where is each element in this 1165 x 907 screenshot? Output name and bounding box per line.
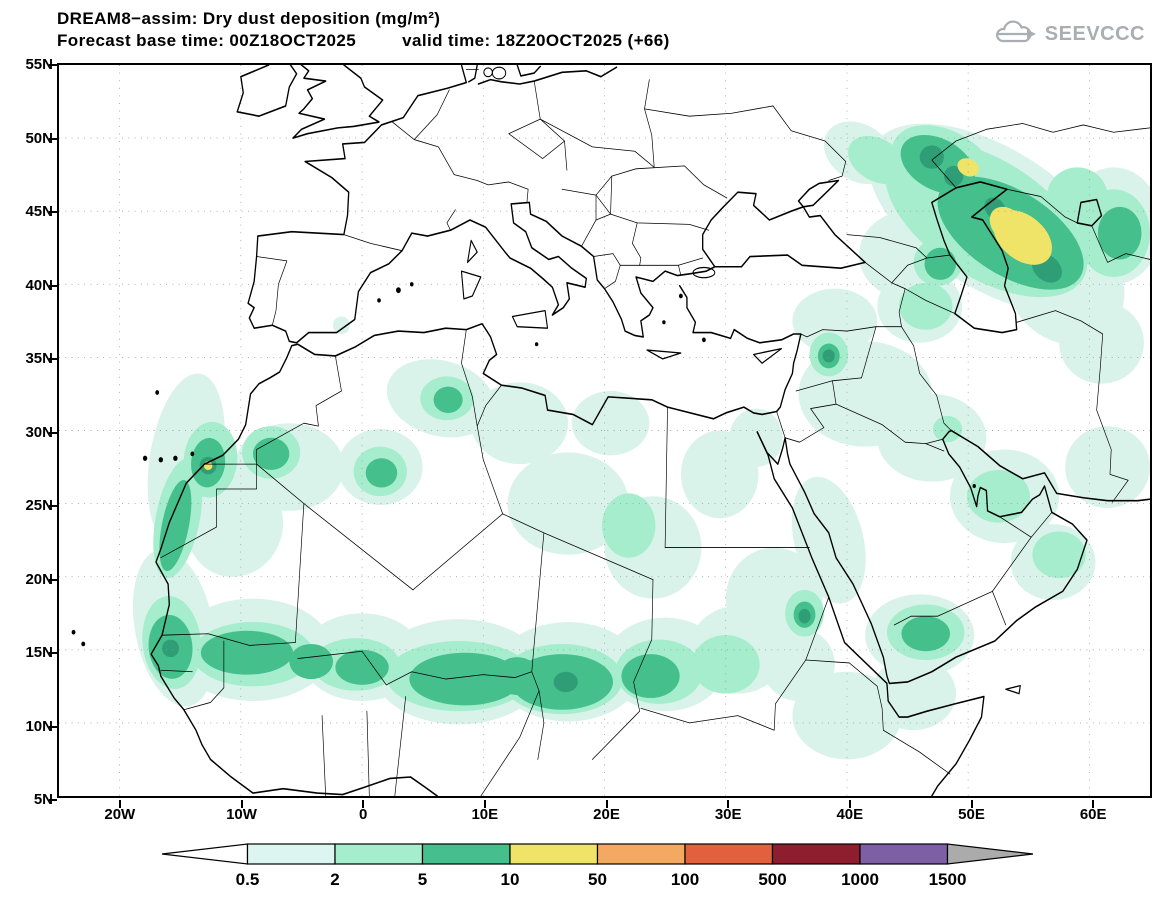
colorbar-below-arrow: [161, 843, 249, 865]
lon-tick-label: 20W: [104, 806, 136, 823]
lat-tick-mark: [49, 137, 57, 140]
lon-tick-mark: [970, 800, 973, 808]
coast-sardinia: [460, 270, 482, 300]
coastlines: [150, 65, 1150, 796]
lon-tick-label: 20E: [593, 806, 620, 823]
lat-tick-mark: [49, 652, 57, 654]
colorbar-label: 500: [758, 870, 787, 889]
colorbar-label: 0.5: [235, 870, 260, 889]
coast-arabia: [756, 429, 1088, 685]
lat-tick-mark: [49, 431, 57, 434]
coast-funen: [483, 67, 493, 78]
lat-tick-mark: [49, 799, 57, 801]
colorbar-segment: [771, 843, 861, 865]
coast-cyprus: [753, 347, 783, 364]
lat-tick-label: 30N: [25, 423, 53, 441]
lat-tick-mark: [49, 358, 57, 360]
lat-tick-label: 20N: [25, 570, 53, 588]
colorbar-label: 1000: [841, 870, 879, 889]
dust-shading-level3-cores: [162, 145, 1062, 693]
coast-corsica: [466, 239, 478, 264]
colorbar-segment: [859, 843, 949, 865]
colorbar-segment: [684, 843, 774, 865]
coast-socotra: [1005, 684, 1021, 695]
plot-title: DREAM8−assim: Dry dust deposition (mg/m²…: [57, 9, 441, 28]
forecast-map: [59, 65, 1150, 796]
colorbar-label: 100: [670, 870, 700, 889]
lon-tick-label: 60E: [1079, 806, 1107, 823]
coast-sweden-tip: [516, 65, 541, 77]
lat-tick-label: 40N: [25, 276, 53, 294]
lat-tick-mark: [49, 211, 57, 213]
coast-baltic-south: [477, 66, 618, 85]
colorbar-segment: [334, 843, 424, 865]
lat-tick-mark: [49, 505, 57, 507]
coast-turkey-africa: [150, 284, 802, 796]
forecast-base-time: Forecast base time: 00Z18OCT2025: [57, 31, 357, 50]
coast-redsea-horn: [756, 431, 985, 796]
colorbar-label: 5: [417, 870, 428, 889]
dust-shading-level4: [203, 158, 1052, 470]
country-borders: [160, 68, 1150, 796]
colorbar-bar: [161, 843, 1034, 865]
lat-tick-label: 50N: [25, 129, 53, 147]
colorbar-label: 10: [500, 870, 520, 889]
coast-black-sea: [702, 191, 866, 270]
coast-sicily: [511, 309, 549, 329]
lat-tick-label: 35N: [25, 350, 53, 367]
lat-tick-mark: [49, 578, 57, 581]
seevccc-logo: SEEVCCC: [994, 20, 1145, 48]
coast-aral-sea: [1076, 198, 1103, 227]
island-dots: [71, 282, 976, 647]
lon-tick-mark: [483, 800, 486, 808]
coast-crete: [646, 349, 682, 360]
coast-ireland: [236, 65, 298, 117]
lon-tick-mark: [118, 800, 121, 808]
forecast-time-line: Forecast base time: 00Z18OCT2025 valid t…: [57, 31, 670, 51]
lon-tick-mark: [727, 800, 730, 808]
lon-tick-mark: [240, 800, 243, 808]
lon-tick-label: 50E: [958, 806, 985, 823]
cloud-arrow-icon: [995, 20, 1036, 43]
colorbar-legend: 0.5 2 5 10 50 100 500 1000 1500: [160, 843, 1035, 893]
colorbar-segment: [509, 843, 599, 865]
lon-tick-label: 0: [359, 806, 368, 823]
colorbar-label: 50: [588, 870, 607, 889]
colorbar-segment: [246, 843, 336, 865]
coast-caspian-sea: [931, 181, 1018, 334]
lat-tick-label: 15N: [25, 644, 53, 661]
coast-azov-sea: [797, 179, 840, 208]
coast-europe-africa: [247, 65, 716, 344]
coast-jutland-east: [468, 65, 478, 83]
coast-marmara-sea: [692, 266, 716, 279]
lon-tick-mark: [848, 800, 851, 808]
colorbar-segment: [596, 843, 686, 865]
lon-tick-label: 10E: [471, 806, 499, 823]
lon-tick-mark: [362, 800, 365, 808]
lat-tick-label: 45N: [25, 203, 53, 220]
map-plot-area: 55N 50N 45N 40N 35N 30N 25N 20N 15N 10N …: [25, 56, 1152, 823]
coast-zealand: [491, 66, 507, 80]
colorbar-above-arrow: [946, 843, 1034, 865]
colorbar-label: 1500: [928, 870, 967, 889]
lat-tick-label: 5N: [33, 791, 53, 808]
lon-tick-label: 40E: [836, 806, 864, 823]
lat-tick-label: 25N: [25, 497, 53, 514]
colorbar-segment: [421, 843, 511, 865]
lat-tick-mark: [49, 725, 57, 728]
lon-tick-label: 10W: [226, 806, 257, 823]
valid-time: valid time: 18Z20OCT2025 (+66): [402, 31, 670, 50]
coast-uk: [292, 65, 384, 139]
colorbar-label: 2: [330, 870, 340, 889]
lon-tick-mark: [605, 800, 608, 808]
coast-iran-south: [950, 429, 1150, 502]
lat-tick-mark: [49, 284, 57, 287]
lon-tick-label: 30E: [714, 806, 742, 823]
lat-tick-label: 55N: [25, 56, 53, 73]
lat-tick-mark: [49, 64, 57, 66]
logo-text: SEEVCCC: [1044, 22, 1145, 45]
lon-tick-mark: [1092, 800, 1095, 808]
gridlines: [59, 65, 1150, 796]
lat-tick-label: 10N: [25, 717, 53, 735]
